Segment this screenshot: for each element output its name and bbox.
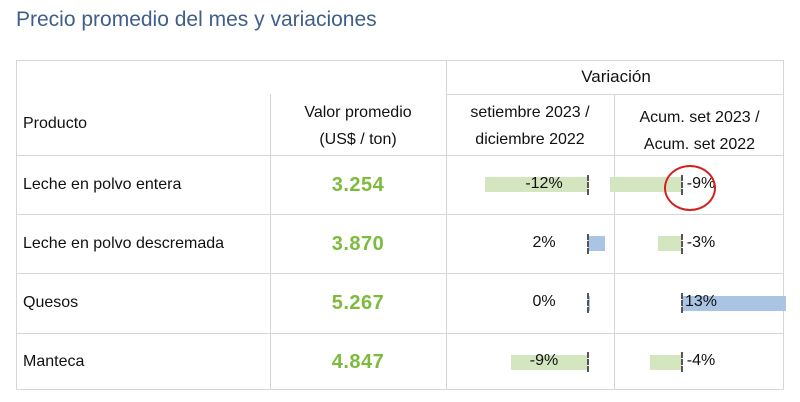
- variation-bar: [510, 354, 588, 370]
- variation-accum-cell: 13%: [614, 273, 786, 333]
- average-value: 3.254: [331, 174, 385, 196]
- variation-bar: [588, 236, 606, 251]
- variation-bar: [588, 295, 590, 311]
- highlight-circle: [664, 164, 716, 211]
- variation-value: -3%: [686, 233, 716, 251]
- header-var1-line1: setiembre 2023 /: [470, 104, 590, 121]
- variation-value: 0%: [532, 293, 556, 310]
- axis-line: [587, 293, 589, 313]
- variation-accum-cell: -3%: [614, 214, 785, 273]
- axis-line: [681, 293, 683, 313]
- average-value: 5.267: [331, 292, 385, 314]
- divider: [17, 333, 783, 334]
- divider: [270, 94, 271, 389]
- header-var1: setiembre 2023 / diciembre 2022: [446, 99, 614, 153]
- variation-bar: [484, 177, 588, 192]
- axis-line: [681, 233, 683, 254]
- header-producto: Producto: [23, 115, 88, 132]
- product-name: Leche en polvo descremada: [23, 235, 225, 252]
- prices-table: Variación Producto Valor promedio (US$ /…: [16, 60, 786, 391]
- variation-month-cell: 0%: [446, 273, 614, 333]
- axis-line: [587, 174, 589, 195]
- variation-accum-cell: -4%: [614, 333, 785, 391]
- variation-value: -12%: [525, 174, 563, 192]
- variation-month-cell: -12%: [446, 155, 614, 214]
- divider: [17, 273, 783, 274]
- variation-value: 13%: [684, 293, 718, 310]
- variation-value: 2%: [532, 233, 556, 251]
- page-title: Precio promedio del mes y variaciones: [16, 8, 377, 31]
- header-valor-line2: (US$ / ton): [319, 131, 397, 148]
- divider: [17, 155, 783, 156]
- variation-value: -4%: [686, 352, 716, 369]
- product-name: Leche en polvo entera: [23, 176, 182, 193]
- axis-line: [681, 352, 683, 372]
- header-valor: Valor promedio (US$ / ton): [270, 99, 446, 153]
- divider: [614, 94, 615, 389]
- product-name: Manteca: [23, 353, 85, 370]
- variation-value: -9%: [529, 352, 559, 369]
- variation-accum-cell: -9%: [610, 155, 785, 214]
- axis-line: [587, 233, 589, 254]
- average-value: 4.847: [331, 351, 385, 373]
- variation-month-cell: 2%: [446, 214, 614, 273]
- header-var1-line2: diciembre 2022: [475, 131, 585, 148]
- average-value: 3.870: [331, 233, 385, 255]
- header-var2-line2: Acum. set 2022: [643, 136, 756, 153]
- divider: [446, 61, 447, 389]
- variation-bar: [658, 236, 682, 251]
- variation-bar: [682, 295, 786, 311]
- variation-month-cell: -9%: [446, 333, 614, 391]
- product-name: Quesos: [23, 294, 79, 311]
- divider: [17, 214, 783, 215]
- axis-line: [587, 352, 589, 372]
- header-valor-line1: Valor promedio: [304, 104, 412, 121]
- variation-bar: [650, 354, 682, 370]
- header-var2-line1: Acum. set 2023 /: [639, 109, 760, 126]
- header-var2: Acum. set 2023 / Acum. set 2022: [614, 104, 785, 158]
- header-variacion: Variación: [581, 67, 651, 86]
